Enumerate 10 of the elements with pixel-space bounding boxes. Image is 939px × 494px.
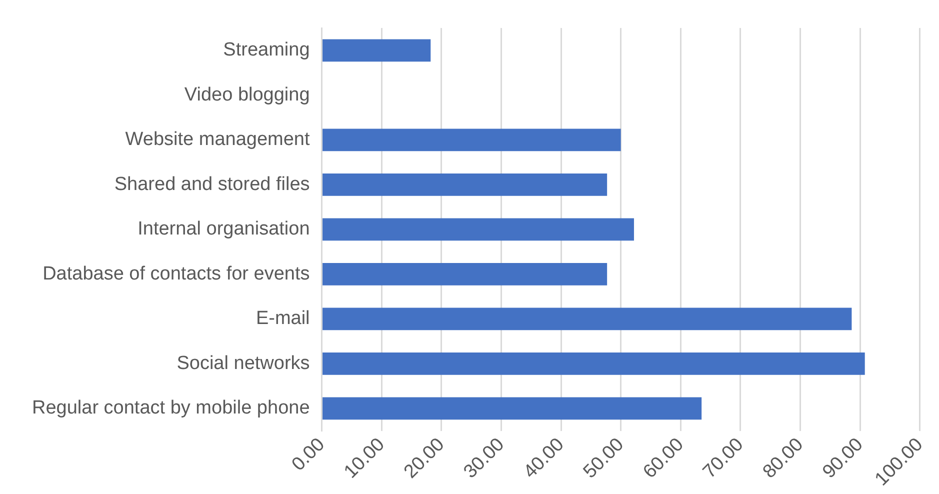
- y-tick-label: Streaming: [223, 40, 310, 61]
- y-tick-label: Database of contacts for events: [42, 263, 310, 284]
- y-tick-label: Website management: [125, 129, 310, 150]
- y-tick-label: E-mail: [256, 308, 310, 330]
- y-tick-label: Regular contact by mobile phone: [32, 398, 310, 419]
- x-tick-label: 0.00: [288, 434, 330, 476]
- y-tick-label: Internal organisation: [138, 218, 310, 240]
- y-tick-label: Social networks: [176, 352, 310, 374]
- y-tick-label: Video blogging: [184, 84, 310, 106]
- y-tick-label: Shared and stored files: [114, 174, 310, 195]
